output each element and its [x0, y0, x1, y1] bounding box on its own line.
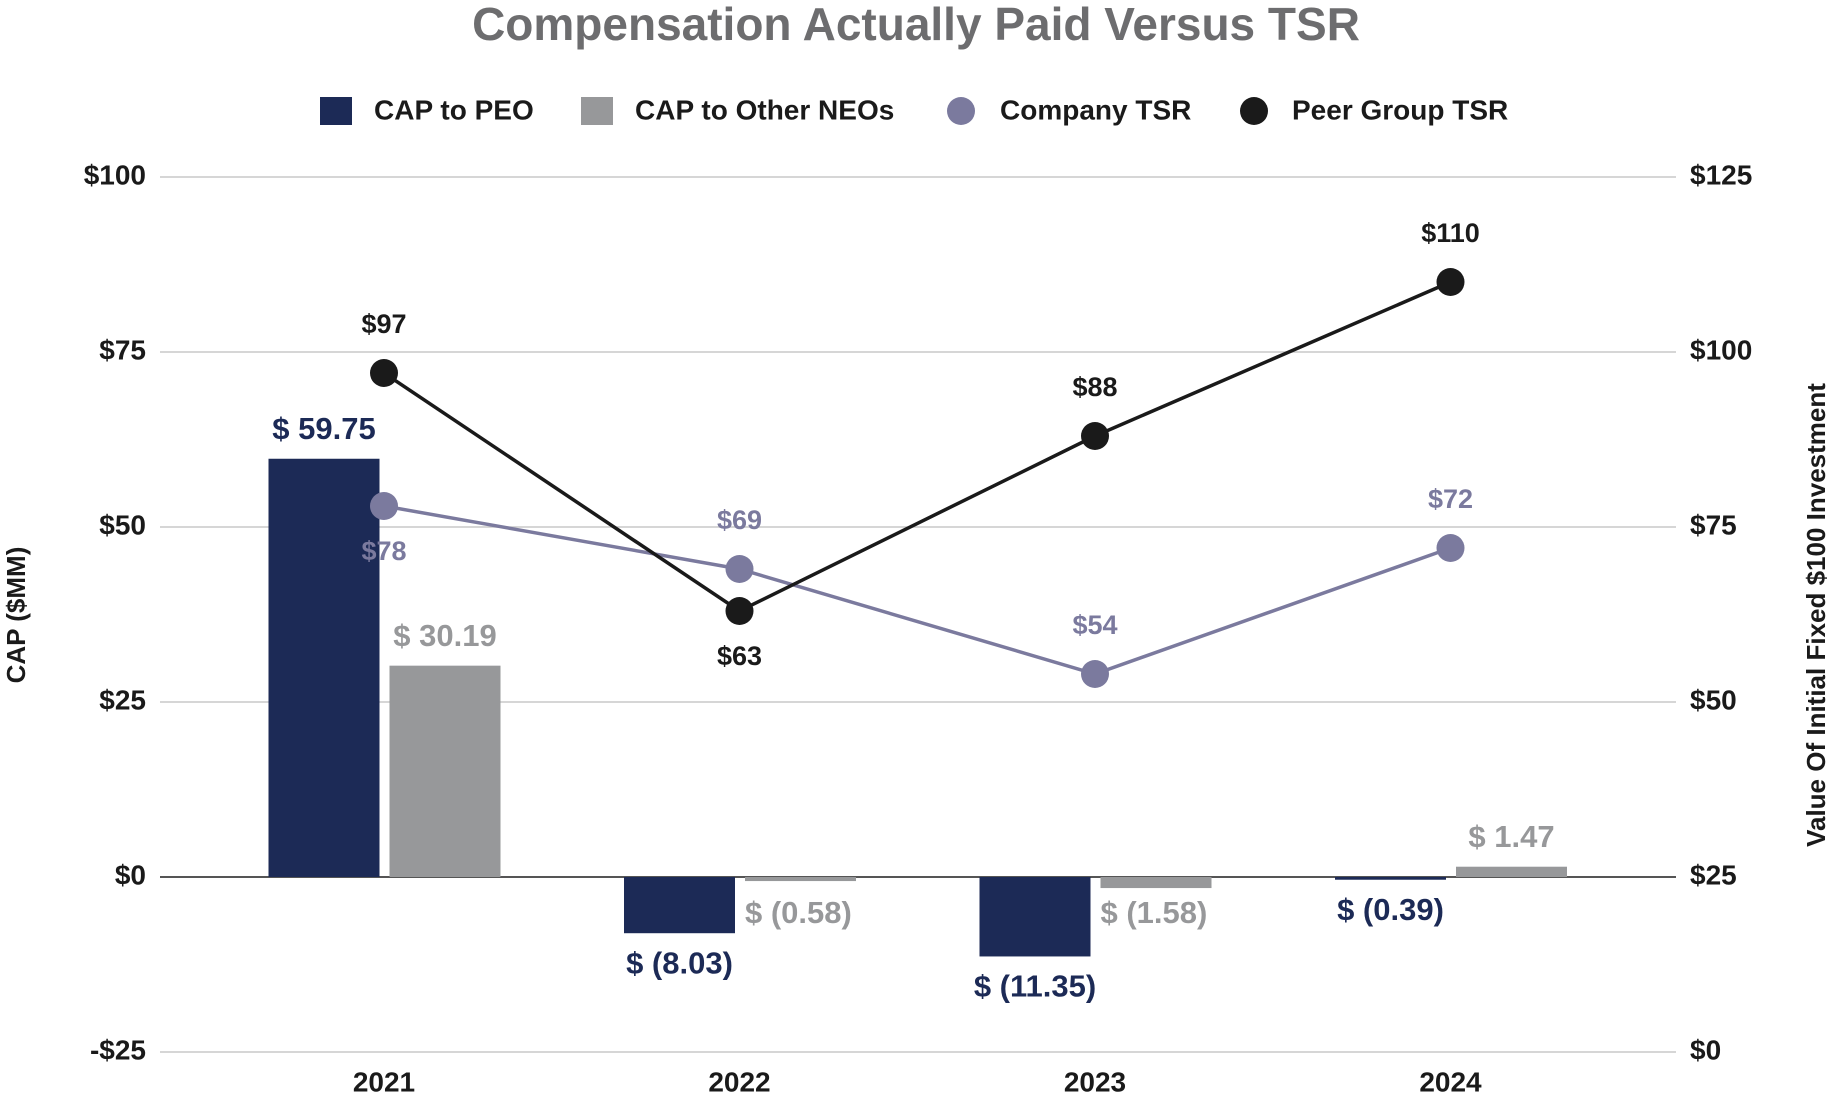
bar [268, 458, 380, 877]
x-tick-label: 2023 [1064, 1066, 1126, 1097]
legend-label: Company TSR [1000, 94, 1191, 125]
value-label: $ (8.03) [626, 945, 733, 980]
y-tick-label: $0 [115, 859, 146, 890]
chart-title: Compensation Actually Paid Versus TSR [472, 0, 1360, 50]
value-label: $78 [361, 536, 406, 566]
x-tick-label: 2021 [353, 1066, 415, 1097]
x-tick-label: 2022 [708, 1066, 770, 1097]
bar [1335, 877, 1446, 880]
value-label: $ (0.58) [745, 895, 852, 930]
bar [979, 877, 1091, 957]
value-label: $63 [717, 641, 762, 671]
bar [624, 877, 735, 934]
line [383, 280, 1452, 614]
bar [745, 877, 856, 882]
y2-tick-label: $100 [1690, 334, 1752, 365]
value-label: $ 59.75 [272, 411, 375, 446]
bar [1456, 866, 1567, 877]
value-label: $ (1.58) [1101, 895, 1208, 930]
y2-tick-label: $50 [1690, 684, 1737, 715]
value-label: $54 [1072, 610, 1117, 640]
bar [389, 665, 501, 877]
y2-axis-title: Value Of Initial Fixed $100 Investment [1801, 383, 1831, 847]
y-tick-label: $75 [99, 334, 146, 365]
value-label: $ (0.39) [1337, 892, 1444, 927]
point [1436, 534, 1465, 562]
legend-label: CAP to PEO [374, 94, 534, 125]
value-label: $ 1.47 [1468, 819, 1554, 854]
legend-swatch [581, 97, 613, 125]
legend-swatch [320, 97, 352, 125]
bar [1100, 877, 1212, 889]
y2-tick-label: $0 [1690, 1034, 1721, 1065]
value-label: $ 30.19 [393, 618, 496, 653]
point [370, 359, 398, 387]
point [725, 597, 754, 625]
y-tick-label: $50 [99, 509, 146, 540]
y2-tick-label: $125 [1690, 159, 1752, 190]
line [383, 504, 1452, 676]
y2-tick-label: $25 [1690, 859, 1737, 890]
point [1436, 268, 1465, 296]
value-label: $72 [1428, 484, 1473, 514]
point [725, 555, 754, 583]
legend-swatch [1240, 97, 1268, 125]
point [1081, 660, 1109, 688]
legend-swatch [947, 97, 975, 125]
y-tick-label: -$25 [90, 1034, 146, 1065]
legend-label: Peer Group TSR [1292, 94, 1508, 125]
y2-tick-label: $75 [1690, 509, 1737, 540]
legend-label: CAP to Other NEOs [635, 94, 894, 125]
point [1081, 422, 1109, 450]
y-axis-title: CAP ($MM) [1, 547, 31, 684]
x-tick-label: 2024 [1419, 1066, 1482, 1097]
value-label: $97 [361, 309, 406, 339]
value-label: $110 [1421, 218, 1480, 248]
value-label: $ (11.35) [974, 969, 1096, 1004]
value-label: $88 [1072, 372, 1117, 402]
y-tick-label: $100 [84, 159, 146, 190]
point [370, 492, 398, 520]
y-tick-label: $25 [99, 684, 146, 715]
value-label: $69 [717, 505, 762, 535]
